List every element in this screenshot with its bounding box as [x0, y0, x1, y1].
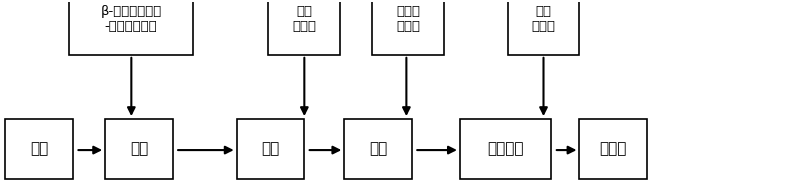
FancyBboxPatch shape [372, 0, 444, 55]
FancyBboxPatch shape [237, 119, 304, 179]
Text: 样品: 样品 [30, 142, 48, 157]
FancyBboxPatch shape [105, 119, 173, 179]
Text: 测试样: 测试样 [599, 142, 627, 157]
Text: 提取: 提取 [262, 142, 279, 157]
FancyBboxPatch shape [460, 119, 551, 179]
FancyBboxPatch shape [69, 0, 193, 55]
FancyBboxPatch shape [6, 119, 73, 179]
FancyBboxPatch shape [344, 119, 412, 179]
Text: 酶解: 酶解 [130, 142, 148, 157]
Text: 去脂: 去脂 [369, 142, 387, 157]
Text: 甲醇
或乙睛: 甲醇 或乙睛 [292, 5, 316, 33]
FancyBboxPatch shape [269, 0, 340, 55]
Text: β-葡萄糖苷酸酶
-芳基硫酸酯酶: β-葡萄糖苷酸酶 -芳基硫酸酯酶 [100, 5, 162, 33]
Text: 固相
萸取柱: 固相 萸取柱 [531, 5, 555, 33]
FancyBboxPatch shape [508, 0, 579, 55]
FancyBboxPatch shape [579, 119, 647, 179]
Text: 正己烷
或冷冻: 正己烷 或冷冻 [396, 5, 420, 33]
Text: 净化富集: 净化富集 [487, 142, 524, 157]
